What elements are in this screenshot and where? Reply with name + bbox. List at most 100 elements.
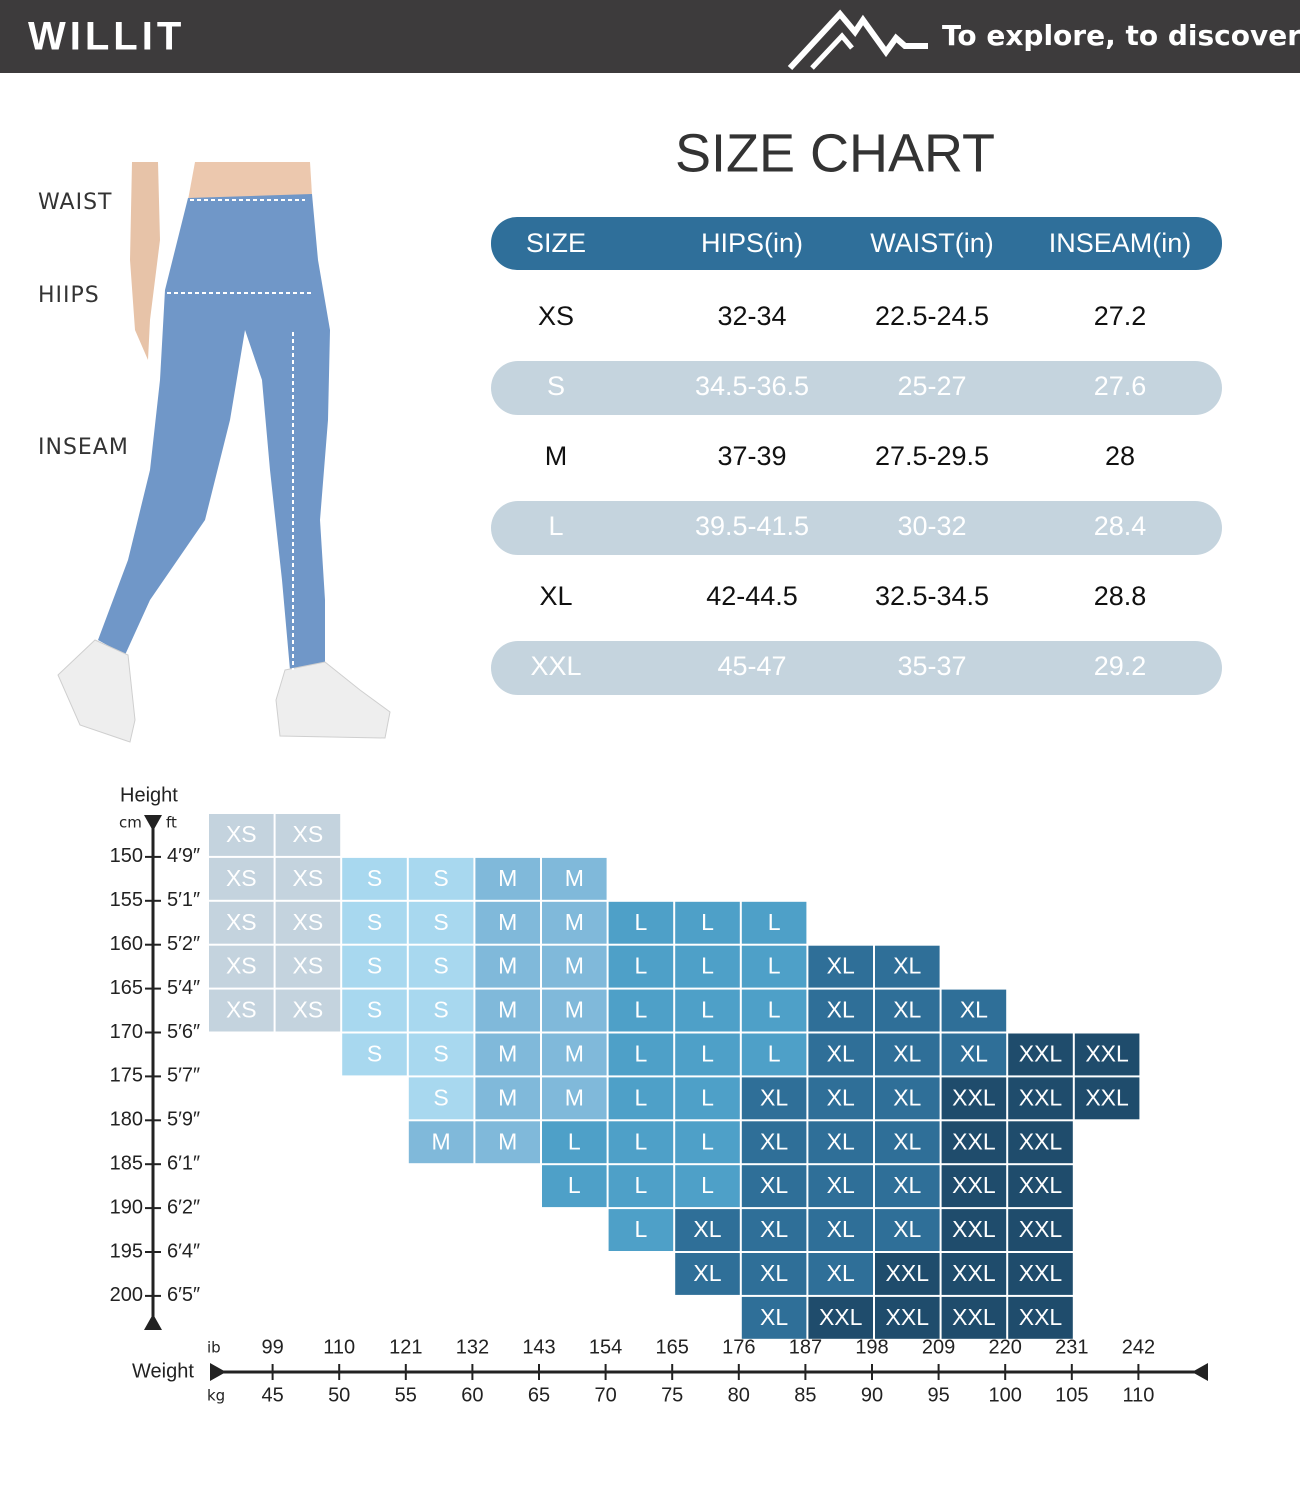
figure-label: INSEAM: [38, 435, 129, 460]
grid-cell: [741, 1209, 807, 1251]
grid-cell-label: XL: [960, 997, 988, 1023]
figure-label: WAIST: [38, 190, 113, 215]
weight-kg: 80: [728, 1384, 750, 1406]
weight-title: Weight: [132, 1360, 194, 1382]
weight-lb: 209: [922, 1336, 955, 1358]
table-header-bar: [491, 217, 1222, 270]
grid-cell: [1008, 1209, 1073, 1251]
grid-cell-label: XL: [760, 1304, 788, 1330]
weight-lb: 154: [589, 1336, 622, 1358]
grid-cell-label: S: [367, 997, 382, 1023]
grid-cell-label: XXL: [952, 1128, 996, 1154]
grid-cell-label: L: [701, 1172, 714, 1198]
height-ft: 4′9″: [167, 845, 200, 867]
grid-cell: [941, 989, 1007, 1032]
table-cell: 27.2: [1094, 301, 1147, 331]
table-cell: S: [547, 371, 565, 401]
grid-cell: [608, 1033, 674, 1076]
weight-kg: 75: [661, 1384, 683, 1406]
grid-cell-label: XXL: [886, 1304, 930, 1330]
height-ft: 5′9″: [167, 1109, 200, 1131]
height-ft: 5′2″: [167, 933, 200, 955]
grid-cell-label: M: [498, 1084, 517, 1110]
height-cm: 190: [110, 1196, 143, 1218]
grid-cell-label: L: [768, 997, 781, 1023]
table-cell: 35-37: [897, 651, 966, 681]
grid-cell: [475, 901, 540, 944]
grid-cell-label: XL: [827, 997, 855, 1023]
grid-cell-label: XS: [226, 865, 257, 891]
grid-cell-label: L: [701, 1084, 714, 1110]
grid-cell-label: XL: [893, 1216, 921, 1242]
grid-cell: [542, 1165, 607, 1208]
grid-cell-label: XL: [760, 1084, 788, 1110]
grid-cell-label: XL: [893, 1084, 921, 1110]
grid-cell: [741, 989, 807, 1032]
height-cm: 195: [110, 1240, 143, 1262]
grid-cell-label: S: [367, 953, 382, 979]
table-row-band: [491, 641, 1222, 695]
table-cell: 45-47: [717, 651, 786, 681]
weight-lb: 231: [1055, 1336, 1088, 1358]
grid-cell-label: M: [565, 909, 584, 935]
grid-cell-label: XS: [226, 997, 257, 1023]
grid-cell-label: XXL: [1019, 1260, 1063, 1286]
logo-mountain: [787, 9, 928, 71]
grid-cell: [342, 901, 407, 944]
table-cell: 30-32: [897, 511, 966, 541]
grid-cell-label: XL: [960, 1041, 988, 1067]
grid-cell: [408, 989, 474, 1032]
table-cell: XXL: [530, 651, 581, 681]
grid-cell-label: XXL: [819, 1304, 863, 1330]
grid-cell: [475, 1033, 540, 1076]
weight-kg: 70: [594, 1384, 616, 1406]
weight-lb: 198: [855, 1336, 888, 1358]
grid-cell: [608, 989, 674, 1032]
height-ft: 5′1″: [167, 889, 200, 911]
weight-kg: 55: [395, 1384, 417, 1406]
grid-cell: [608, 1121, 674, 1164]
grid-cell: [741, 901, 807, 944]
table-cell: 25-27: [897, 371, 966, 401]
weight-kg: 85: [794, 1384, 816, 1406]
grid-cell: [675, 1121, 740, 1164]
grid-cell: [1074, 1077, 1140, 1120]
grid-cell: [808, 1296, 873, 1339]
weight-lb: 110: [323, 1336, 355, 1358]
grid-cell: [808, 1033, 873, 1076]
grid-cell-label: XXL: [1019, 1128, 1063, 1154]
arm: [130, 162, 160, 360]
grid-cell: [209, 901, 274, 944]
grid-cell: [475, 857, 540, 900]
height-title: Height: [120, 784, 178, 806]
grid-cell-label: L: [635, 953, 648, 979]
grid-cell: [1008, 1121, 1073, 1164]
grid-cell: [808, 1209, 873, 1251]
grid-cell-label: S: [433, 1041, 448, 1067]
grid-cell: [941, 1253, 1007, 1295]
table-cell: 32.5-34.5: [875, 581, 989, 611]
grid-cell-label: M: [565, 997, 584, 1023]
grid-cell-label: S: [433, 953, 448, 979]
grid-cell: [408, 857, 474, 900]
weight-lb: 220: [989, 1336, 1022, 1358]
grid-cell-label: XL: [760, 1216, 788, 1242]
grid-cell-label: M: [565, 1084, 584, 1110]
grid-cell: [808, 989, 873, 1032]
grid-cell-label: L: [635, 1172, 648, 1198]
table-header: HIPS(in): [701, 228, 803, 258]
grid-cell-label: XXL: [1019, 1172, 1063, 1198]
grid-cell: [1008, 1077, 1073, 1120]
grid-cell: [542, 857, 607, 900]
grid-cell-label: L: [635, 1128, 648, 1154]
table-cell: 27.5-29.5: [875, 441, 989, 471]
weight-lb: 121: [389, 1336, 422, 1358]
table-cell: M: [545, 441, 568, 471]
grid-cell: [875, 945, 940, 988]
grid-cell: [1008, 1296, 1073, 1339]
table-title: SIZE CHART: [675, 123, 995, 183]
table-row-band: [491, 501, 1222, 555]
left-shoe: [57, 639, 136, 743]
grid-cell-label: XL: [693, 1260, 721, 1286]
